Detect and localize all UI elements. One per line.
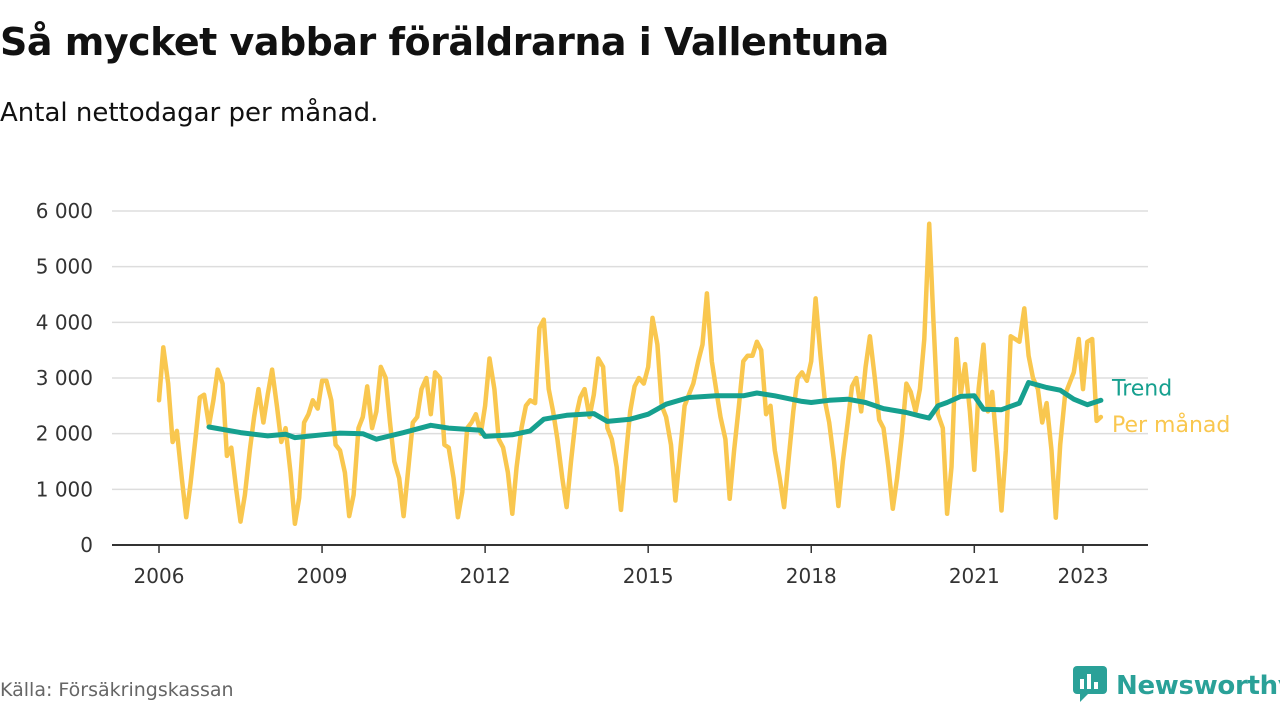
newsworthy-logo-icon: [1072, 665, 1108, 707]
y-tick-label: 4 000: [36, 310, 93, 334]
x-tick-label: 2018: [786, 564, 837, 588]
page-title: Så mycket vabbar föräldrarna i Vallentun…: [0, 20, 889, 64]
page-subtitle: Antal nettodagar per månad.: [0, 98, 379, 128]
y-axis-labels: 0 1 000 2 000 3 000 4 000 5 000 6 000: [36, 199, 93, 557]
x-tick-label: 2015: [623, 564, 674, 588]
y-tick-label: 2 000: [36, 422, 93, 446]
series-label-monthly: Per månad: [1112, 412, 1230, 438]
y-tick-label: 5 000: [36, 255, 93, 279]
brand-logo[interactable]: Newsworthy: [1072, 664, 1280, 708]
brand-name: Newsworthy: [1116, 671, 1280, 701]
x-axis: 2006 2009 2012 2015 2018 2021 2023: [112, 544, 1148, 588]
source-note: Källa: Försäkringskassan: [0, 679, 234, 701]
gridlines: [112, 210, 1148, 491]
series-label-trend: Trend: [1111, 376, 1172, 401]
x-tick-label: 2006: [134, 564, 185, 588]
x-tick-label: 2012: [460, 564, 511, 588]
x-tick-label: 2023: [1058, 564, 1109, 588]
x-tick-label: 2021: [949, 564, 1000, 588]
series-line-trend: [206, 380, 1104, 442]
series-line-monthly: [156, 221, 1104, 527]
y-tick-label: 6 000: [36, 199, 93, 223]
y-tick-label: 3 000: [36, 366, 93, 390]
x-tick-label: 2009: [297, 564, 348, 588]
series-labels: Per månad Trend: [1111, 376, 1230, 438]
y-tick-label: 0: [80, 533, 93, 557]
y-tick-label: 1 000: [36, 477, 93, 501]
series-lines: [156, 221, 1104, 527]
